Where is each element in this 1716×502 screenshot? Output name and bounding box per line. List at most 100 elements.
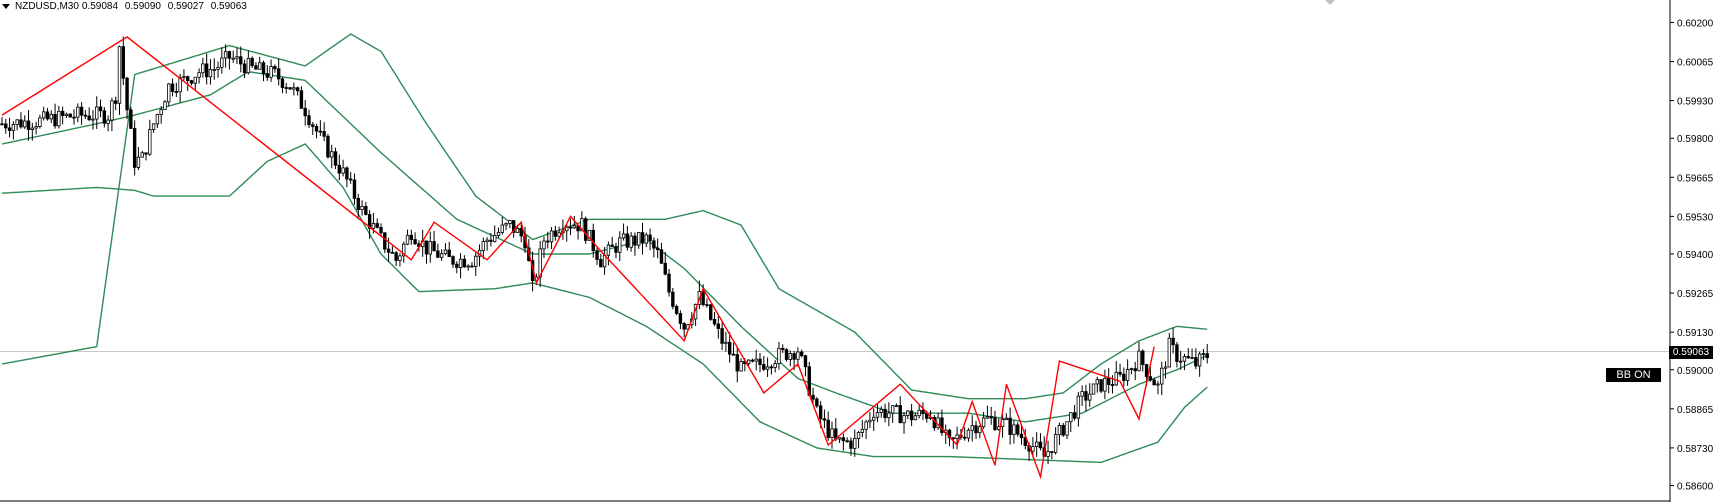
candle-body [64, 113, 69, 117]
y-tick-label: 0.60200 [1677, 18, 1714, 29]
candle-body [367, 214, 372, 229]
candle-body [489, 239, 493, 242]
candle-body [1065, 421, 1069, 436]
candle-body [307, 115, 311, 126]
bollinger-lower-band [1, 143, 1208, 464]
candle-body [95, 106, 99, 120]
candle-body [1114, 371, 1118, 386]
candle-body [360, 205, 364, 210]
candle-body [655, 247, 660, 251]
candle-body [606, 244, 611, 256]
candle-body [978, 426, 982, 434]
candle-body [1046, 451, 1050, 457]
candle-body [1088, 393, 1092, 401]
candle-body [546, 240, 550, 243]
candle-body [580, 218, 584, 232]
candle-body [303, 107, 307, 117]
candle-body [981, 417, 986, 428]
candle-body [470, 265, 474, 268]
candle-body [60, 110, 65, 117]
candle-body [993, 417, 997, 430]
candle-body [201, 63, 205, 74]
candle-body [193, 76, 197, 84]
candle-body [19, 119, 23, 128]
candle-body [557, 232, 561, 237]
y-tick-label: 0.59930 [1677, 97, 1714, 108]
chart-shift-marker-icon[interactable] [1325, 0, 1335, 5]
candle-body [1148, 376, 1153, 381]
open-value: 0.59084 [81, 1, 119, 12]
candle-body [269, 66, 273, 78]
candle-body [1122, 373, 1126, 381]
candle-body [30, 127, 35, 130]
candle-body [913, 415, 918, 421]
candle-body [883, 408, 887, 419]
candle-body [1194, 357, 1198, 367]
candle-body [1152, 379, 1156, 386]
y-tick-label: 0.58730 [1677, 444, 1714, 455]
candle-body [87, 115, 91, 121]
candle-body [818, 405, 823, 420]
candle-body [1080, 391, 1084, 397]
candle-body [542, 240, 546, 250]
candle-body [788, 353, 793, 360]
candle-body [777, 347, 781, 365]
candle-body [223, 51, 228, 59]
candle-body [390, 251, 395, 254]
candle-body [413, 239, 417, 245]
candle-body [4, 123, 8, 129]
candle-body [553, 230, 558, 237]
candle-body [216, 66, 220, 70]
bb-toggle-button[interactable]: BB ON [1606, 368, 1661, 382]
candle-body [208, 69, 213, 78]
candle-body [250, 57, 254, 67]
candle-body [0, 123, 4, 126]
candle-body [515, 227, 520, 233]
candle-body [1038, 441, 1043, 449]
candle-body [549, 230, 554, 243]
candle-body [386, 248, 391, 253]
candle-body [769, 366, 774, 369]
candle-body [1008, 417, 1012, 435]
candle-body [1186, 356, 1190, 359]
candle-body [701, 291, 705, 306]
high-value: 0.59090 [124, 1, 161, 12]
candle-body [455, 263, 459, 268]
candle-body [330, 151, 334, 158]
candle-body [1016, 424, 1020, 435]
candle-body [114, 100, 118, 104]
candle-body [239, 56, 243, 65]
candle-body [508, 220, 512, 224]
candle-body [705, 304, 709, 307]
candle-body [1129, 368, 1134, 371]
candle-body [1023, 437, 1027, 446]
y-tick-label: 0.58600 [1677, 482, 1714, 493]
candle-body [163, 101, 167, 111]
candle-body [1163, 366, 1168, 369]
close-value: 0.59063 [210, 1, 247, 12]
candle-body [432, 241, 436, 252]
candle-body [860, 428, 865, 433]
y-tick-label: 0.59665 [1677, 173, 1714, 184]
candle-body [640, 232, 645, 244]
candle-body [595, 250, 599, 260]
candle-body [1072, 412, 1077, 419]
candle-body [23, 120, 27, 128]
candle-body [674, 306, 679, 314]
candle-body [898, 405, 902, 424]
candle-body [610, 244, 614, 247]
candle-body [652, 240, 656, 249]
candle-body [402, 243, 406, 257]
candle-body [1099, 379, 1103, 392]
y-tick-label: 0.59265 [1677, 289, 1714, 300]
candle-body [220, 57, 224, 68]
candle-body [485, 239, 489, 243]
candle-body [186, 76, 190, 82]
candle-body [856, 432, 861, 439]
dropdown-triangle-icon[interactable] [2, 4, 10, 9]
candle-body [750, 359, 755, 362]
candle-body [83, 114, 88, 117]
candle-body [436, 250, 440, 258]
